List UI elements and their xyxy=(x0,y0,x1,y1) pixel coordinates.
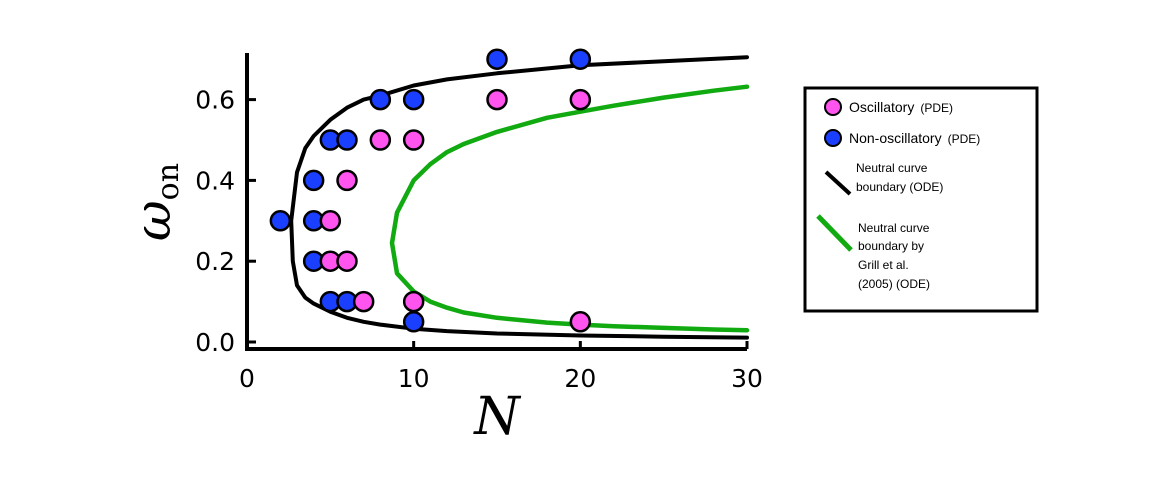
point-non-oscillatory xyxy=(304,171,323,190)
point-oscillatory xyxy=(338,171,357,190)
point-oscillatory xyxy=(404,292,423,311)
point-non-oscillatory xyxy=(571,50,590,69)
x-tick-label: 10 xyxy=(398,364,430,393)
legend-label-neutral-grill-line3: Grill et al. xyxy=(858,258,909,272)
point-non-oscillatory xyxy=(404,312,423,331)
point-non-oscillatory xyxy=(371,90,390,109)
point-non-oscillatory xyxy=(271,211,290,230)
legend-label-oscillatory: Oscillatory (PDE) xyxy=(849,99,953,115)
ticks: 0 10 20 30 0.0 0.2 0.4 0.6 xyxy=(195,86,763,393)
point-non-oscillatory xyxy=(488,50,507,69)
y-tick-label: 0.0 xyxy=(195,328,235,357)
y-tick-label: 0.2 xyxy=(195,247,235,276)
point-oscillatory xyxy=(488,90,507,109)
legend-label-neutral-grill-line1: Neutral curve xyxy=(858,221,930,235)
legend-label-neutral-grill-line2: boundary by xyxy=(858,239,924,253)
x-tick-label: 0 xyxy=(239,364,255,393)
point-non-oscillatory xyxy=(404,90,423,109)
x-tick-label: 20 xyxy=(564,364,596,393)
legend-label-non-oscillatory: Non-oscillatory (PDE) xyxy=(849,130,980,146)
point-oscillatory xyxy=(571,90,590,109)
point-oscillatory xyxy=(571,312,590,331)
curve-neutral-grill xyxy=(392,87,747,331)
point-oscillatory xyxy=(354,292,373,311)
legend-label-neutral-grill-line4: (2005) (ODE) xyxy=(858,277,930,291)
y-tick-label: 0.6 xyxy=(195,86,235,115)
point-non-oscillatory xyxy=(338,131,357,150)
legend: Oscillatory (PDE) Non-oscillatory (PDE) Ne… xyxy=(805,88,1037,311)
y-tick-label: 0.4 xyxy=(195,166,235,195)
point-oscillatory xyxy=(404,131,423,150)
point-oscillatory xyxy=(371,131,390,150)
legend-label-neutral-ode-line1: Neutral curve xyxy=(856,161,928,175)
legend-marker-non-oscillatory xyxy=(825,130,841,146)
y-axis-title-main: ω xyxy=(124,200,182,241)
legend-label-neutral-ode-line2: boundary (ODE) xyxy=(856,180,943,194)
svg-text:ωon: ωon xyxy=(124,163,186,241)
point-oscillatory xyxy=(321,211,340,230)
y-axis-title-sub: on xyxy=(151,163,186,200)
y-axis-title: ωon xyxy=(124,163,186,241)
legend-marker-oscillatory xyxy=(825,99,841,115)
plot-area xyxy=(271,50,747,338)
x-axis-title: N xyxy=(472,387,521,447)
point-oscillatory xyxy=(338,252,357,271)
x-tick-label: 30 xyxy=(731,364,763,393)
